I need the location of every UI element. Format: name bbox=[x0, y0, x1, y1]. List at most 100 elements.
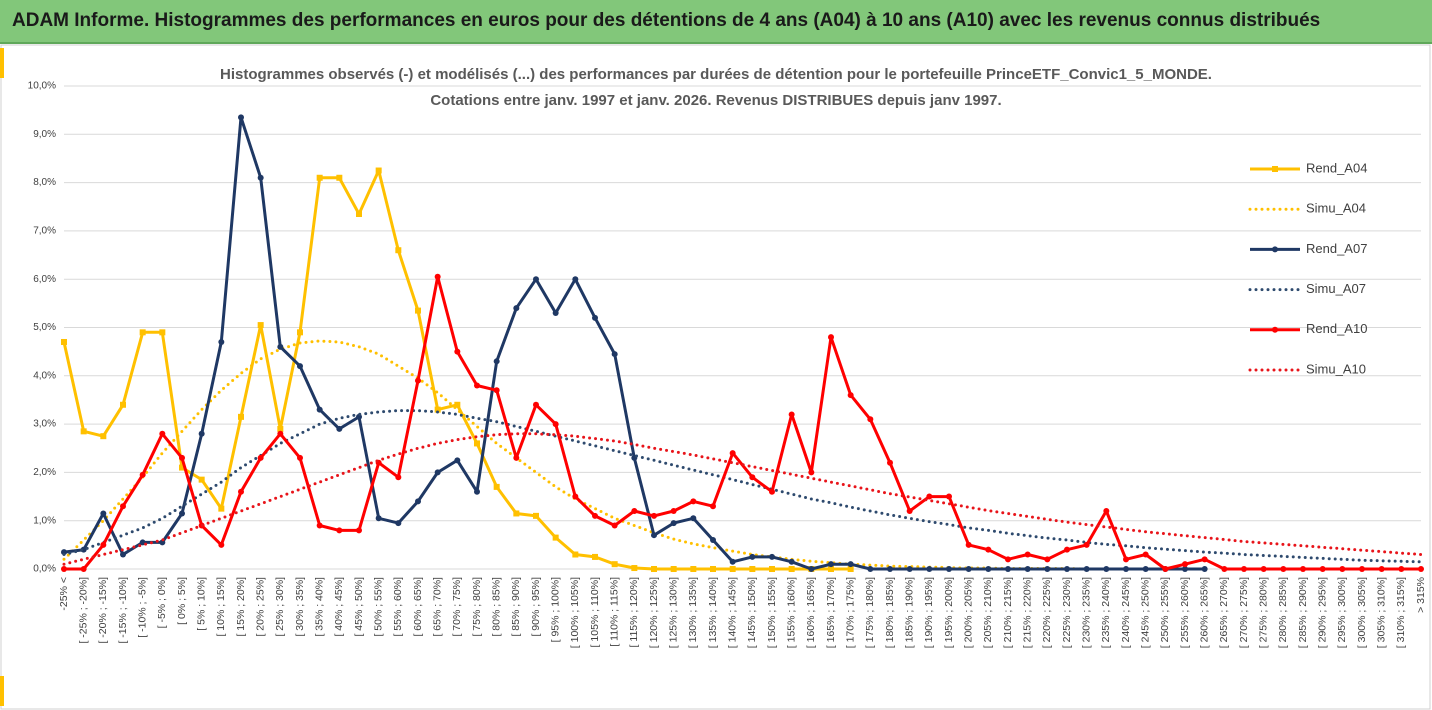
marker bbox=[572, 493, 579, 500]
marker bbox=[277, 425, 284, 432]
marker bbox=[179, 510, 185, 517]
x-tick-label: [ 75% ; 80%] bbox=[471, 577, 483, 637]
y-tick-label: 8,0% bbox=[33, 177, 56, 188]
marker bbox=[1005, 556, 1011, 563]
x-tick-label: [ 280% ; 285%] bbox=[1277, 577, 1289, 648]
x-tick-label: [ 150% ; 155%] bbox=[766, 577, 778, 648]
x-tick-label: [ 25% ; 30%] bbox=[274, 577, 286, 637]
x-tick-label: [ 160% ; 165%] bbox=[805, 577, 817, 648]
marker bbox=[611, 522, 618, 529]
marker bbox=[1182, 566, 1188, 572]
x-tick-label: [ 70% ; 75%] bbox=[451, 577, 463, 637]
chart-frame bbox=[0, 44, 1431, 710]
x-tick-label: [ 10% ; 15%] bbox=[215, 577, 227, 637]
legend-label: Simu_A07 bbox=[1306, 281, 1366, 296]
x-tick-label: [ 0% ; 5%] bbox=[176, 577, 188, 625]
x-tick-label: [ 285% ; 290%] bbox=[1297, 577, 1309, 648]
marker bbox=[257, 454, 264, 461]
marker bbox=[847, 561, 854, 568]
legend-label: Rend_A04 bbox=[1306, 160, 1367, 175]
x-tick-label: [ 50% ; 55%] bbox=[372, 577, 384, 637]
y-tick-label: 0,0% bbox=[33, 564, 56, 575]
marker bbox=[356, 210, 362, 217]
y-tick-label: 9,0% bbox=[33, 129, 56, 140]
x-tick-label: [ 225% ; 230%] bbox=[1061, 577, 1073, 648]
header-title: ADAM Informe. Histogrammes des performan… bbox=[12, 10, 1321, 31]
x-tick-label: [ 180% ; 185%] bbox=[884, 577, 896, 648]
marker bbox=[670, 520, 677, 527]
marker bbox=[710, 503, 716, 510]
marker bbox=[454, 401, 461, 408]
y-tick-label: 7,0% bbox=[33, 226, 56, 237]
x-tick-label: [ 190% ; 195%] bbox=[923, 577, 935, 648]
marker bbox=[1083, 541, 1090, 548]
marker bbox=[316, 174, 323, 181]
marker bbox=[788, 558, 795, 565]
x-tick-label: [ 300% ; 305%] bbox=[1356, 577, 1368, 648]
x-tick-label: [ 90% ; 95%] bbox=[530, 577, 542, 637]
marker bbox=[533, 512, 539, 519]
x-tick-label: [ 170% ; 175%] bbox=[844, 577, 856, 648]
x-tick-label: [ 270% ; 275%] bbox=[1238, 577, 1250, 648]
marker bbox=[749, 566, 756, 572]
marker bbox=[297, 454, 303, 461]
marker bbox=[434, 406, 441, 413]
marker bbox=[1162, 566, 1169, 572]
marker bbox=[533, 401, 539, 408]
marker bbox=[218, 505, 225, 512]
marker bbox=[257, 174, 264, 181]
marker bbox=[159, 430, 166, 437]
marker bbox=[592, 512, 598, 519]
marker bbox=[572, 276, 579, 283]
marker bbox=[769, 553, 775, 560]
chart-subtitle: Cotations entre janv. 1997 et janv. 2026… bbox=[430, 92, 1001, 109]
marker bbox=[552, 421, 559, 428]
marker bbox=[513, 510, 520, 517]
x-tick-label: [ 205% ; 210%] bbox=[982, 577, 994, 648]
marker bbox=[887, 459, 893, 466]
marker bbox=[769, 488, 775, 495]
x-tick-label: [ 125% ; 130%] bbox=[667, 577, 679, 648]
marker bbox=[1359, 566, 1365, 572]
x-tick-label: [ -20% ; -15%] bbox=[97, 577, 109, 644]
marker bbox=[926, 566, 933, 572]
x-tick-label: [ 290% ; 295%] bbox=[1316, 577, 1328, 648]
marker bbox=[257, 322, 264, 329]
marker bbox=[828, 334, 834, 341]
x-tick-label: [ 105% ; 110%] bbox=[589, 577, 601, 648]
marker bbox=[611, 561, 618, 568]
y-tick-label: 10,0% bbox=[28, 81, 56, 92]
x-tick-label: [ 110% ; 115%] bbox=[608, 577, 620, 647]
x-tick-label: [ 20% ; 25%] bbox=[254, 577, 266, 637]
marker bbox=[965, 566, 972, 572]
marker bbox=[1280, 566, 1287, 572]
x-tick-label: [ 265% ; 270%] bbox=[1218, 577, 1230, 648]
marker bbox=[1064, 566, 1070, 572]
marker bbox=[1182, 561, 1188, 568]
legend-label: Rend_A10 bbox=[1306, 321, 1367, 336]
x-tick-label: [ 195% ; 200%] bbox=[943, 577, 955, 648]
marker bbox=[100, 541, 107, 548]
marker bbox=[1142, 566, 1149, 572]
marker bbox=[1024, 566, 1031, 572]
marker bbox=[100, 510, 107, 517]
accent bbox=[0, 48, 4, 78]
marker bbox=[906, 508, 913, 515]
marker bbox=[336, 527, 343, 534]
marker bbox=[238, 114, 244, 121]
marker bbox=[513, 305, 520, 312]
header: ADAM Informe. Histogrammes des performan… bbox=[0, 0, 1432, 44]
y-tick-label: 5,0% bbox=[33, 322, 56, 333]
marker bbox=[1044, 556, 1051, 563]
x-tick-label: [ 15% ; 20%] bbox=[235, 577, 247, 637]
marker bbox=[61, 566, 67, 572]
series bbox=[62, 432, 1423, 566]
series bbox=[61, 114, 1208, 572]
x-tick-label: [ 30% ; 35%] bbox=[294, 577, 306, 637]
y-tick-label: 3,0% bbox=[33, 419, 56, 430]
marker bbox=[139, 329, 146, 336]
marker bbox=[493, 387, 500, 394]
marker bbox=[1103, 566, 1110, 572]
x-tick-label: [ 240% ; 245%] bbox=[1120, 577, 1132, 648]
x-tick-label: [ 230% ; 235%] bbox=[1080, 577, 1092, 648]
